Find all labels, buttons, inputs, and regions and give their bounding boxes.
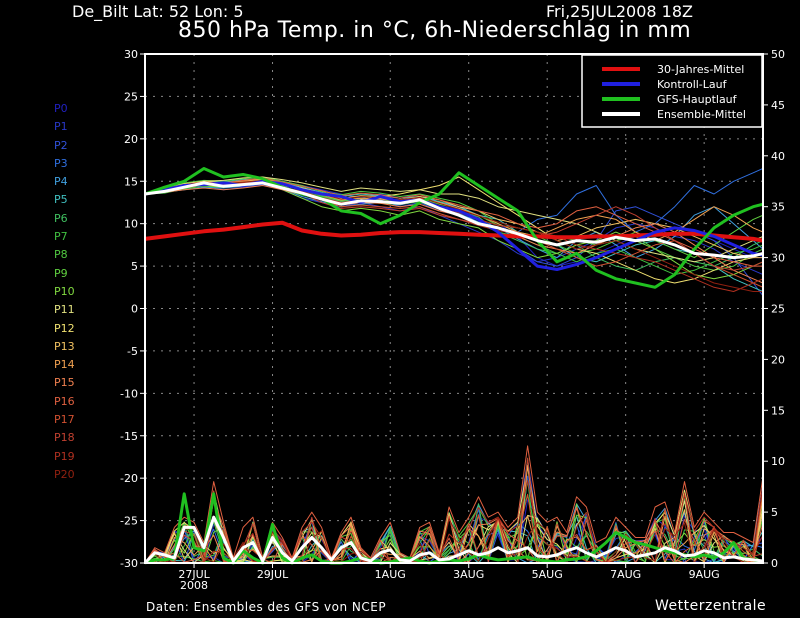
member-label: P11 bbox=[54, 303, 75, 317]
y-left-tick-label: -20 bbox=[120, 472, 138, 485]
member-label: P14 bbox=[54, 358, 75, 372]
precip-mean-line bbox=[143, 515, 764, 565]
temp-member-line bbox=[144, 176, 764, 263]
precip-member-line bbox=[144, 485, 764, 564]
legend-label: GFS-Hauptlauf bbox=[657, 93, 738, 106]
temp-member-line bbox=[144, 180, 764, 271]
y-left-tick-label: 0 bbox=[131, 303, 138, 316]
x-tick-label: 29JUL bbox=[257, 568, 289, 581]
member-label: P2 bbox=[54, 138, 68, 152]
member-list: P0 P1 P2 P3 P4 P5 P6 P7 P8 P9 P10 P11 P12 P13 P14 P15 P1… bbox=[54, 100, 75, 484]
y-left-tick-label: -10 bbox=[120, 387, 138, 400]
member-label: P20 bbox=[54, 467, 75, 481]
member-label: P8 bbox=[54, 248, 68, 262]
x-tick-sublabel: 2008 bbox=[180, 579, 208, 592]
station-header: De_Bilt Lat: 52 Lon: 5 bbox=[72, 2, 244, 21]
y-right-tick-label: 50 bbox=[771, 48, 785, 61]
member-label: P12 bbox=[54, 321, 75, 335]
temp-member-line bbox=[144, 183, 764, 259]
ensemble-mean-line bbox=[144, 181, 764, 260]
temp-member-line bbox=[144, 177, 763, 267]
member-label: P5 bbox=[54, 193, 68, 207]
member-label: P19 bbox=[54, 449, 75, 463]
y-left-tick-label: 5 bbox=[131, 260, 138, 273]
member-label: P0 bbox=[54, 102, 68, 115]
temp-member-line bbox=[144, 180, 763, 259]
member-label: P15 bbox=[54, 376, 75, 390]
gfs-main-line bbox=[144, 167, 764, 289]
y-right-tick-label: 15 bbox=[771, 404, 785, 417]
legend-label: Ensemble-Mittel bbox=[657, 108, 746, 121]
x-tick-label: 1AUG bbox=[375, 568, 406, 581]
x-tick-label: 5AUG bbox=[532, 568, 563, 581]
member-label: P18 bbox=[54, 431, 75, 445]
run-date: Fri,25JUL2008 18Z bbox=[546, 2, 693, 21]
grid bbox=[145, 54, 763, 563]
climate-mean-line bbox=[144, 220, 764, 243]
y-left-tick-label: -5 bbox=[127, 345, 138, 358]
left-axis: 30 25 20 15 10 5 0 -5 -10 -15 -20 -25 -30 bbox=[120, 48, 145, 570]
member-label: P7 bbox=[54, 230, 68, 244]
y-right-tick-label: 35 bbox=[771, 201, 785, 214]
precip-member-line bbox=[144, 491, 764, 564]
member-label: P13 bbox=[54, 339, 75, 353]
y-right-tick-label: 45 bbox=[771, 99, 785, 112]
temp-member-line bbox=[144, 179, 763, 292]
legend-label: Kontroll-Lauf bbox=[657, 78, 728, 91]
plot-frame bbox=[144, 53, 764, 564]
legend: 30-Jahres-Mittel Kontroll-Lauf GFS-Hauptla… bbox=[581, 54, 763, 128]
y-right-tick-label: 0 bbox=[771, 557, 778, 570]
y-left-tick-label: 15 bbox=[124, 175, 138, 188]
y-right-tick-label: 10 bbox=[771, 455, 785, 468]
temp-member-line bbox=[144, 179, 764, 259]
member-label: P17 bbox=[54, 413, 75, 427]
member-label: P10 bbox=[54, 284, 75, 298]
y-left-tick-label: -25 bbox=[120, 515, 138, 528]
precip-member-line bbox=[144, 480, 764, 564]
temperature-layer bbox=[144, 167, 764, 297]
precip-max-line bbox=[144, 445, 764, 564]
brand-label: Wetterzentrale bbox=[655, 598, 767, 614]
y-left-tick-label: 10 bbox=[124, 218, 138, 231]
x-tick-label: 7AUG bbox=[610, 568, 641, 581]
precipitation-layer bbox=[143, 445, 764, 565]
precip-member-line bbox=[144, 457, 764, 564]
y-left-tick-label: -30 bbox=[120, 557, 138, 570]
temp-member-line bbox=[144, 176, 764, 271]
member-label: P3 bbox=[54, 156, 68, 170]
x-tick-label: 3AUG bbox=[453, 568, 484, 581]
x-tick-label: 27JUL bbox=[178, 568, 210, 581]
y-left-tick-label: 30 bbox=[124, 48, 138, 61]
y-right-tick-label: 5 bbox=[771, 506, 778, 519]
member-label: P4 bbox=[54, 175, 68, 189]
y-right-tick-label: 25 bbox=[771, 303, 785, 316]
member-label: P1 bbox=[54, 120, 68, 134]
member-label: P9 bbox=[54, 266, 68, 280]
y-right-tick-label: 40 bbox=[771, 150, 785, 163]
y-right-tick-label: 20 bbox=[771, 353, 785, 366]
y-left-tick-label: 25 bbox=[124, 90, 138, 103]
chart-title: 850 hPa Temp. in °C, 6h-Niederschlag in … bbox=[178, 18, 692, 43]
y-left-tick-label: 20 bbox=[124, 133, 138, 146]
member-label: P16 bbox=[54, 394, 75, 408]
data-source: Daten: Ensembles des GFS von NCEP bbox=[146, 600, 387, 614]
precip-member-line bbox=[144, 488, 764, 564]
y-right-tick-label: 30 bbox=[771, 252, 785, 265]
legend-label: 30-Jahres-Mittel bbox=[657, 63, 744, 76]
x-tick-label: 9AUG bbox=[689, 568, 720, 581]
member-label: P6 bbox=[54, 211, 68, 225]
y-left-tick-label: -15 bbox=[120, 430, 138, 443]
